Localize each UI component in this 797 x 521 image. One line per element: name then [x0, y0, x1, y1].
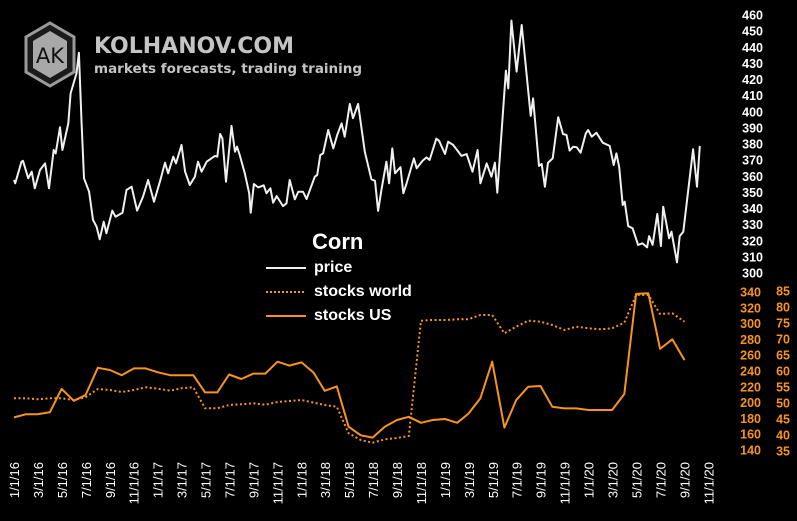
x-tick-label: 3/1/18	[318, 462, 333, 498]
y-tick-label-stocks-us: 40	[776, 429, 790, 443]
x-tick-label: 5/1/18	[342, 462, 357, 498]
y-tick-label-stocks-us: 80	[776, 301, 790, 315]
chart-title: Corn	[312, 229, 364, 254]
y-tick-label-stocks-world: 240	[740, 365, 761, 379]
y-tick-label-price: 330	[742, 218, 763, 232]
legend-item-stocks-us: stocks US	[266, 304, 412, 328]
y-tick-label-stocks-us: 70	[776, 333, 790, 347]
legend-swatch-stocks-us	[266, 315, 306, 317]
x-tick-label: 9/1/19	[534, 462, 549, 498]
x-tick-label: 5/1/20	[629, 462, 644, 498]
y-tick-label-stocks-world: 180	[740, 412, 761, 426]
x-tick-label: 7/1/17	[223, 462, 238, 498]
x-tick-label: 9/1/20	[677, 462, 692, 498]
y-tick-label-price: 380	[742, 138, 763, 152]
x-tick-label: 1/1/19	[438, 462, 453, 498]
x-tick-label: 11/1/18	[414, 462, 429, 504]
x-tick-label: 11/1/19	[558, 462, 573, 504]
series-line-price	[13, 19, 701, 264]
y-tick-label-stocks-us: 65	[776, 349, 790, 363]
x-tick-label: 7/1/16	[79, 462, 94, 498]
x-tick-label: 5/1/17	[199, 462, 214, 498]
y-tick-label-price: 310	[742, 250, 763, 264]
logo-letters: AK	[36, 44, 65, 68]
y-tick-label-stocks-us: 85	[776, 285, 790, 299]
x-tick-label: 7/1/18	[366, 462, 381, 498]
x-tick-label: 9/1/18	[390, 462, 405, 498]
series-line-stocks-world	[14, 294, 686, 444]
legend-swatch-stocks-world	[266, 291, 306, 293]
x-tick-label: 5/1/16	[55, 462, 70, 498]
x-tick-label: 3/1/20	[606, 462, 621, 498]
legend-item-stocks-world: stocks world	[266, 280, 412, 304]
y-tick-label-stocks-us: 55	[776, 381, 790, 395]
y-tick-label-stocks-world: 260	[740, 349, 761, 363]
x-tick-label: 7/1/20	[653, 462, 668, 498]
x-tick-label: 7/1/19	[510, 462, 525, 498]
x-tick-label: 1/1/16	[7, 462, 22, 498]
y-tick-label-stocks-world: 160	[740, 428, 761, 442]
y-tick-label-price: 360	[742, 170, 763, 184]
y-tick-label-price: 450	[742, 25, 763, 39]
series-line-stocks-US	[13, 292, 686, 439]
x-tick-label: 9/1/17	[246, 462, 261, 498]
x-tick-label: 11/1/16	[127, 462, 142, 504]
y-tick-label-price: 350	[742, 186, 763, 200]
x-tick-label: 9/1/16	[103, 462, 118, 498]
x-tick-label: 11/1/17	[270, 462, 285, 504]
y-tick-label-price: 300	[742, 267, 763, 281]
legend-label: stocks world	[314, 283, 412, 300]
brand-tagline: markets forecasts, trading training	[94, 61, 363, 77]
y-tick-label-price: 340	[742, 202, 763, 216]
y-tick-label-price: 420	[742, 73, 763, 87]
x-tick-label: 3/1/17	[175, 462, 190, 498]
legend-item-price: price	[266, 256, 412, 280]
x-tick-label: 5/1/19	[486, 462, 501, 498]
y-tick-label-stocks-world: 200	[740, 396, 761, 410]
y-tick-label-stocks-us: 50	[776, 397, 790, 411]
x-tick-label: 11/1/20	[701, 462, 716, 504]
y-tick-label-stocks-us: 35	[776, 445, 790, 459]
legend-label: stocks US	[314, 307, 392, 324]
y-tick-label-price: 440	[742, 41, 763, 55]
brand-name: KOLHANOV.COM	[94, 34, 295, 59]
logo: AK	[24, 21, 76, 88]
y-tick-label-stocks-world: 300	[740, 317, 761, 331]
y-tick-label-stocks-world: 280	[740, 333, 761, 347]
x-tick-label: 1/1/17	[151, 462, 166, 498]
y-tick-label-price: 320	[742, 234, 763, 248]
y-tick-label-stocks-us: 60	[776, 365, 790, 379]
y-tick-label-stocks-us: 75	[776, 317, 790, 331]
legend-label: price	[314, 259, 353, 276]
y-tick-label-stocks-world: 320	[740, 301, 761, 315]
x-tick-label: 1/1/18	[294, 462, 309, 498]
y-tick-label-price: 370	[742, 154, 763, 168]
x-tick-label: 1/1/20	[582, 462, 597, 498]
y-tick-label-stocks-us: 45	[776, 413, 790, 427]
x-tick-label: 3/1/16	[31, 462, 46, 498]
y-tick-label-stocks-world: 220	[740, 380, 761, 394]
y-tick-label-stocks-world: 140	[740, 444, 761, 458]
y-tick-label-price: 400	[742, 105, 763, 119]
y-tick-label-price: 460	[742, 9, 763, 23]
y-tick-label-price: 430	[742, 57, 763, 71]
y-tick-label-price: 410	[742, 89, 763, 103]
y-tick-label-stocks-world: 340	[740, 286, 761, 300]
x-tick-label: 3/1/19	[462, 462, 477, 498]
legend-swatch-price	[266, 267, 306, 269]
y-tick-label-price: 390	[742, 121, 763, 135]
legend: Corn price stocks world stocks US	[266, 228, 412, 328]
brand: KOLHANOV.COM markets forecasts, trading …	[94, 34, 362, 78]
